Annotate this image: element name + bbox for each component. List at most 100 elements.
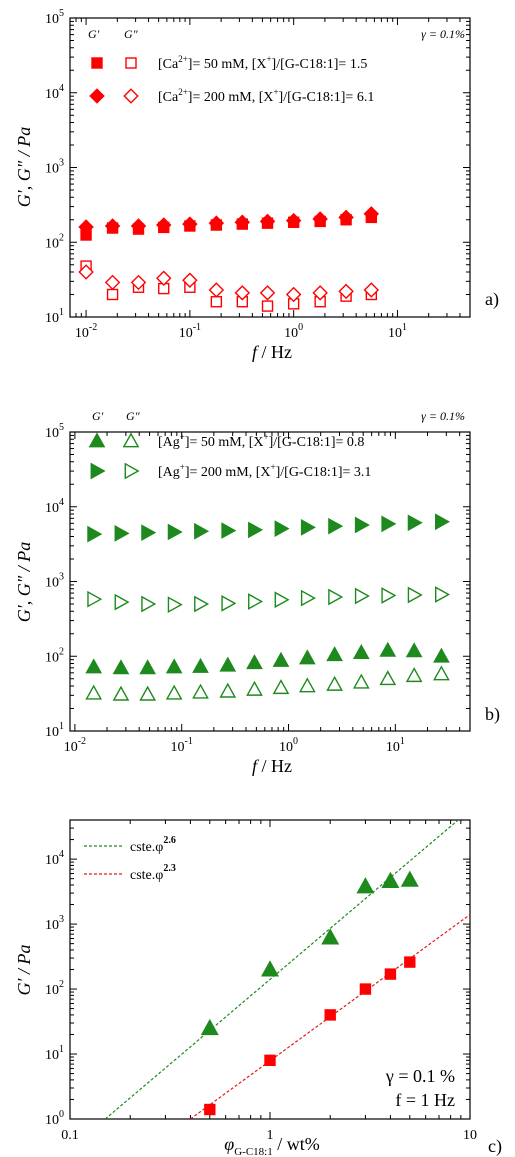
data-point-gp: [298, 649, 316, 665]
data-point-gp: [381, 515, 397, 533]
data-point-red: [384, 968, 397, 980]
data-point-red: [324, 1009, 336, 1021]
panel-c-ylabel: G′ / Pa: [14, 945, 34, 996]
data-point-gpp: [433, 665, 450, 681]
panel-c-annotation-strain: γ = 0.1 %: [385, 1066, 455, 1086]
data-point-green: [321, 928, 340, 945]
data-point-gp: [165, 658, 183, 674]
data-point-green: [381, 871, 400, 888]
data-point-gpp: [300, 589, 316, 607]
y-tick-label: 101: [45, 307, 64, 326]
data-point-gpp: [354, 587, 370, 605]
data-point-gp: [272, 651, 290, 667]
data-point-gp: [182, 216, 198, 232]
x-tick-label: 101: [388, 322, 407, 341]
data-point-gpp: [112, 685, 130, 701]
data-point-gp: [312, 211, 328, 227]
fit-lines: [104, 820, 470, 1119]
data-point-gpp: [141, 595, 157, 613]
data-point-gpp: [182, 272, 198, 289]
data-point-gpp: [379, 670, 397, 686]
data-point-gpp: [381, 587, 397, 604]
data-point-gp: [208, 215, 225, 231]
data-point-gpp: [167, 596, 183, 613]
panel-b-xlabel: f / Hz: [252, 756, 292, 776]
data-point-gpp: [210, 296, 223, 308]
x-tick-label: 100: [279, 736, 298, 755]
legend-label-fit: cste.φ2.3: [130, 863, 176, 883]
y-tick-label: 103: [45, 158, 64, 177]
data-point-gp: [78, 219, 94, 235]
panel-c-xlabel: φG-C18:1 / wt%: [224, 1134, 319, 1157]
data-point-gp: [326, 646, 343, 662]
data-point-gp: [221, 522, 237, 539]
data-point-gp: [405, 642, 423, 658]
data-point-gp: [434, 513, 451, 531]
data-point-gpp: [85, 684, 103, 700]
data-point-gp: [248, 521, 264, 539]
panel-a-legend-head-gp: G′: [88, 27, 100, 41]
data-point-gp: [167, 523, 183, 541]
panel-a-tag: a): [485, 289, 499, 310]
x-tick-label: 101: [386, 736, 405, 755]
data-point-gp: [259, 213, 276, 230]
data-point-gpp: [155, 270, 172, 286]
data-point-gp: [85, 658, 103, 674]
y-tick-label: 100: [45, 1109, 64, 1128]
data-point-red: [359, 983, 372, 995]
data-point-gpp: [352, 673, 370, 689]
data-point-gp: [338, 209, 354, 226]
data-point-gp: [114, 525, 130, 542]
panel-c-annotation-freq: f = 1 Hz: [395, 1090, 455, 1110]
data-point-gpp: [259, 285, 276, 301]
data-point-gpp: [219, 682, 237, 698]
y-tick-label: 102: [45, 979, 64, 998]
data-point-gp: [274, 520, 290, 537]
data-point-gpp: [261, 300, 274, 312]
legend-marker-gpp: [125, 57, 137, 69]
legend-label: [Ca2+]= 50 mM, [X+]/[G-C18:1]= 1.5: [158, 54, 367, 72]
data-point-gp: [104, 218, 121, 234]
data-point-gpp: [194, 595, 210, 613]
data-point-gpp: [221, 595, 237, 612]
legend-marker-gp: [88, 432, 106, 448]
data-point-gpp: [285, 286, 302, 303]
data-point-gp: [234, 214, 251, 231]
panel-b-ylabel: G′, G″ / Pa: [14, 542, 34, 622]
data-point-gpp: [165, 684, 183, 700]
legend-label: [Ag+]= 200 mM, [X+]/[G-C18:1]= 3.1: [158, 462, 371, 480]
data-point-red: [404, 956, 416, 968]
data-point-gp: [194, 522, 210, 540]
x-tick-label: 10: [463, 1128, 477, 1143]
panel-b-legend: [Ag+]= 50 mM, [X+]/[G-C18:1]= 0.8 [Ag+]= …: [88, 432, 371, 480]
data-point-gpp: [363, 282, 380, 298]
panel-a: 10-2 10-1 100 101 101 102 103 104 105 f / Hz G′,…: [14, 8, 499, 362]
x-tick-label: 0.1: [61, 1128, 79, 1143]
data-point-red: [264, 1054, 276, 1067]
y-tick-label: 103: [45, 914, 64, 933]
legend-marker-gpp: [124, 462, 140, 480]
data-point-red: [204, 1103, 216, 1116]
panel-b-legend-head-gpp: G″: [126, 409, 141, 423]
y-tick-label: 102: [45, 646, 64, 665]
panel-c-legend: cste.φ2.6 cste.φ2.3: [84, 835, 176, 883]
data-point-gp: [379, 641, 397, 657]
legend-marker-gp: [89, 88, 105, 104]
data-point-gpp: [326, 675, 343, 691]
fit-line-red: [190, 914, 470, 1119]
data-point-gp: [141, 524, 157, 542]
data-point-gp: [433, 647, 450, 663]
panel-b-annotation: γ = 0.1%: [421, 409, 465, 423]
panel-b: 10-2 10-1 100 101 101 102 103 104 105 f / Hz G′,…: [14, 409, 500, 776]
y-tick-label: 103: [45, 572, 64, 591]
data-point-gp: [352, 643, 370, 659]
data-point-gp: [87, 525, 103, 543]
panel-a-legend-head-gpp: G″: [124, 27, 139, 41]
data-point-gpp: [208, 282, 225, 298]
data-point-gp: [300, 519, 316, 536]
data-point-green: [200, 1018, 219, 1036]
x-tick-label: 10-1: [171, 736, 193, 755]
legend-label-fit: cste.φ2.6: [130, 835, 176, 855]
data-point-gpp: [298, 677, 316, 693]
